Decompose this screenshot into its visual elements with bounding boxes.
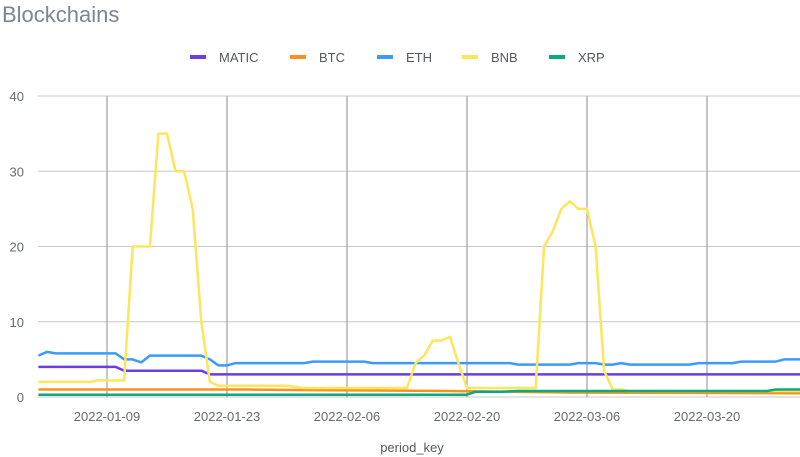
y-axis-ticks: 0 10 20 30 40	[10, 89, 24, 405]
legend-swatch-xrp	[549, 55, 565, 59]
series-line-xrp	[38, 388, 800, 396]
x-tick-label: 2022-01-23	[194, 409, 261, 424]
y-tick-label: 10	[10, 315, 24, 330]
x-tick-label: 2022-03-06	[554, 409, 621, 424]
y-tick-label: 20	[10, 240, 24, 255]
y-tick-label: 30	[10, 164, 24, 179]
y-tick-label: 40	[10, 89, 24, 104]
legend-label-xrp: XRP	[578, 50, 605, 65]
legend-label-bnb: BNB	[491, 50, 518, 65]
series-lines	[37, 132, 800, 396]
legend-swatch-btc	[290, 55, 306, 59]
legend-label-btc: BTC	[319, 50, 345, 65]
x-axis-ticks: 2022-01-09 2022-01-23 2022-02-06 2022-02-20…	[74, 409, 741, 424]
legend-swatch-matic	[190, 55, 206, 59]
x-axis-title: period_key	[380, 440, 444, 455]
grid	[38, 95, 800, 398]
series-line-btc	[38, 388, 800, 395]
x-tick-label: 2022-01-09	[74, 409, 141, 424]
series-line-matic	[38, 365, 800, 376]
legend: MATIC BTC ETH BNB XRP	[190, 50, 605, 65]
series-line-eth	[37, 350, 800, 367]
x-tick-label: 2022-03-20	[674, 409, 741, 424]
x-tick-label: 2022-02-20	[434, 409, 501, 424]
legend-swatch-bnb	[462, 55, 478, 59]
legend-label-matic: MATIC	[219, 50, 258, 65]
chart-title: Blockchains	[2, 2, 120, 27]
legend-label-eth: ETH	[406, 50, 432, 65]
series-line-bnb	[38, 132, 800, 393]
legend-swatch-eth	[377, 55, 393, 59]
y-tick-label: 0	[17, 390, 24, 405]
x-tick-label: 2022-02-06	[314, 409, 381, 424]
